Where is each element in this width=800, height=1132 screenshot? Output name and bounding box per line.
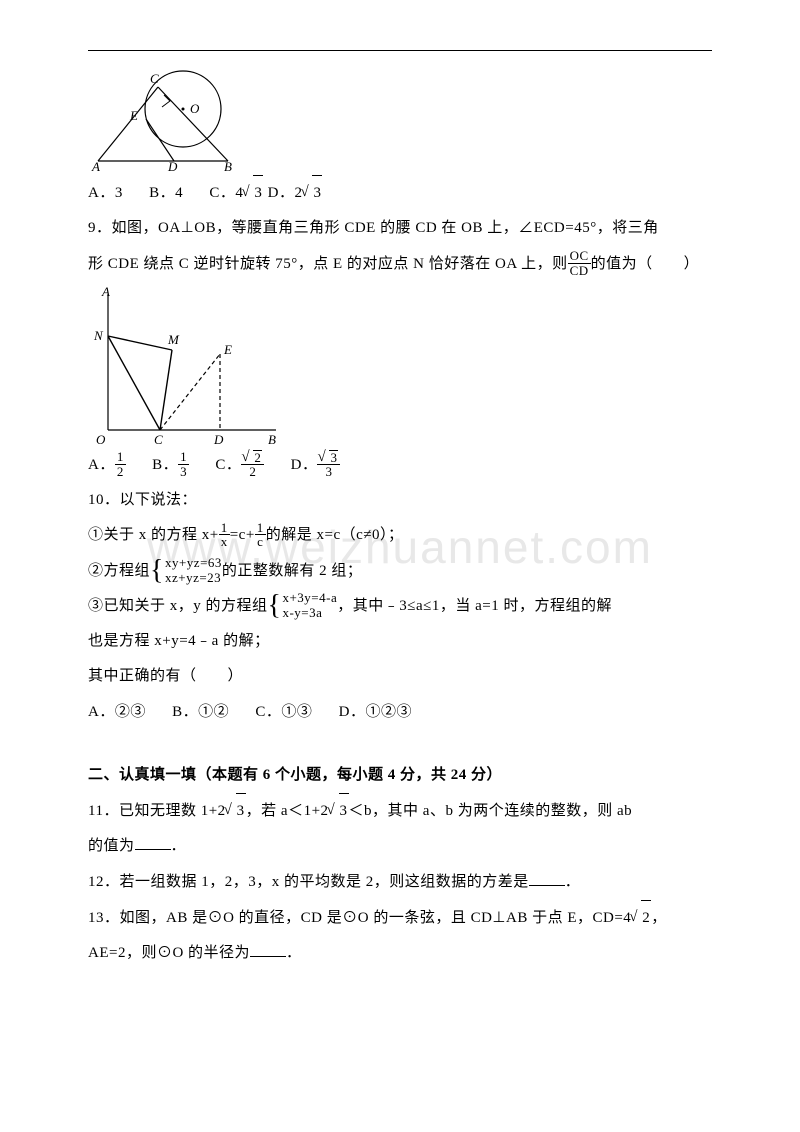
q8-opt-b: 4 <box>175 185 183 201</box>
q10-f2n: 1 <box>255 521 266 535</box>
q8-opt-a: 3 <box>115 185 123 201</box>
q9-frac-num: OC <box>568 249 591 263</box>
q9d-num: 3 <box>329 450 338 465</box>
q10-sys2-r2: x-y=3a <box>282 606 337 621</box>
q10-s1a: ①关于 x 的方程 x+ <box>88 527 219 543</box>
q12b: ． <box>565 874 581 890</box>
q10-head: 10．以下说法： <box>88 483 712 518</box>
q13-line1: 13．如图，AB 是⊙O 的直径，CD 是⊙O 的一条弦，且 CD⊥AB 于点 … <box>88 900 712 936</box>
svg-text:A: A <box>91 159 100 173</box>
q10-f2d: c <box>255 534 266 549</box>
q10-oc: ①③ <box>281 704 312 720</box>
q8-svg: E C O A D B <box>88 65 238 173</box>
q12a: 12．若一组数据 1，2，3，x 的平均数是 2，则这组数据的方差是 <box>88 874 529 890</box>
q11-rad1: 3 <box>236 793 246 829</box>
q10-s3b: ，其中﹣3≤a≤1，当 a=1 时，方程组的解 <box>337 598 612 614</box>
q8-options: A．3 B．4 C．43 D．23 <box>88 175 712 211</box>
svg-text:D: D <box>213 432 224 446</box>
q13b: ， <box>651 910 667 926</box>
q10-s3: ③已知关于 x，y 的方程组{x+3y=4-ax-y=3a，其中﹣3≤a≤1，当… <box>88 589 712 624</box>
q9-line-2b: 的值为（ ） <box>591 256 700 272</box>
q9-line-2: 形 CDE 绕点 C 逆时针旋转 75°，点 E 的对应点 N 恰好落在 OA … <box>88 247 712 282</box>
q12-line: 12．若一组数据 1，2，3，x 的平均数是 2，则这组数据的方差是 ． <box>88 865 712 900</box>
q10-sys1-r2: xz+yz=23 <box>165 571 222 586</box>
q11a: 11．已知无理数 1+2 <box>88 803 226 819</box>
q13a: 13．如图，AB 是⊙O 的直径，CD 是⊙O 的一条弦，且 CD⊥AB 于点 … <box>88 910 631 926</box>
q10-s1: ①关于 x 的方程 x+1x=c+1c的解是 x=c（c≠0）； <box>88 518 712 553</box>
q9a-num: 1 <box>115 450 126 464</box>
q10-ob: ①② <box>198 704 229 720</box>
q10-sys2-r1: x+3y=4-a <box>282 591 337 606</box>
q10-options: A．②③ B．①② C．①③ D．①②③ <box>88 695 712 730</box>
q10-f1d: x <box>219 534 230 549</box>
q10-s2b: 的正整数解有 2 组； <box>222 563 363 579</box>
section-2-title: 二、认真填一填（本题有 6 个小题，每小题 4 分，共 24 分） <box>88 758 712 793</box>
q13c: AE=2，则⊙O 的半径为 <box>88 945 250 961</box>
q11-rad2: 3 <box>339 793 349 829</box>
svg-text:D: D <box>167 159 178 173</box>
q11-blank <box>135 836 171 850</box>
q11e: ． <box>171 838 187 854</box>
q11c: ＜b，其中 a、b 为两个连续的整数，则 ab <box>349 803 633 819</box>
q10-oa: ②③ <box>115 704 146 720</box>
q8-opt-d-rad: 3 <box>312 175 322 211</box>
q9-line-2a: 形 CDE 绕点 C 逆时针旋转 75°，点 E 的对应点 N 恰好落在 OA … <box>88 256 568 272</box>
q12-blank <box>529 872 565 886</box>
q13-rad: 2 <box>641 900 651 936</box>
q11-line1: 11．已知无理数 1+23，若 a＜1+23＜b，其中 a、b 为两个连续的整数… <box>88 793 712 829</box>
svg-text:O: O <box>190 101 200 116</box>
q9-frac-den: CD <box>568 263 591 278</box>
q9a-den: 2 <box>115 464 126 479</box>
q9c-num: 2 <box>253 450 262 465</box>
q11-line2: 的值为 ． <box>88 829 712 864</box>
q9-options: A．12 B．13 C．22 D．33 <box>88 448 712 483</box>
q11b: ，若 a＜1+2 <box>246 803 329 819</box>
svg-text:O: O <box>96 432 106 446</box>
top-rule <box>88 50 712 51</box>
svg-text:B: B <box>224 159 232 173</box>
svg-text:A: A <box>101 284 110 299</box>
q9-figure: A N M E O C D B <box>88 284 712 446</box>
q10-s4: 其中正确的有（ ） <box>88 659 712 694</box>
q10-s3a: ③已知关于 x，y 的方程组 <box>88 598 268 614</box>
q9d-den: 3 <box>317 464 340 479</box>
q13d: ． <box>286 945 302 961</box>
q9c-den: 2 <box>241 464 264 479</box>
q10-od: ①②③ <box>366 704 413 720</box>
q10-s1b: =c+ <box>230 527 255 543</box>
svg-text:M: M <box>167 332 180 347</box>
q8-opt-c-rad: 3 <box>253 175 263 211</box>
q10-sys1-r1: xy+yz=63 <box>165 556 222 571</box>
q8-figure: E C O A D B <box>88 65 712 173</box>
q10-s2a: ②方程组 <box>88 563 150 579</box>
svg-text:E: E <box>129 108 138 123</box>
q10-s1c: 的解是 x=c（c≠0）； <box>266 527 404 543</box>
gap <box>88 730 712 758</box>
q13-blank <box>250 943 286 957</box>
svg-text:C: C <box>150 71 159 86</box>
q9b-num: 1 <box>178 450 189 464</box>
q10-f1n: 1 <box>219 521 230 535</box>
q9-svg: A N M E O C D B <box>88 284 283 446</box>
page-content: E C O A D B A．3 B．4 C．43 D．23 9．如图，OA⊥OB… <box>0 0 800 1011</box>
q10-s3c: 也是方程 x+y=4﹣a 的解； <box>88 624 712 659</box>
svg-text:N: N <box>93 328 104 343</box>
q13-line2: AE=2，则⊙O 的半径为 ． <box>88 936 712 971</box>
q9b-den: 3 <box>178 464 189 479</box>
q9-line-1: 9．如图，OA⊥OB，等腰直角三角形 CDE 的腰 CD 在 OB 上，∠ECD… <box>88 211 712 246</box>
svg-text:E: E <box>223 342 232 357</box>
svg-text:B: B <box>268 432 276 446</box>
svg-text:C: C <box>154 432 163 446</box>
q11d: 的值为 <box>88 838 135 854</box>
q10-s2: ②方程组{xy+yz=63xz+yz=23的正整数解有 2 组； <box>88 554 712 589</box>
